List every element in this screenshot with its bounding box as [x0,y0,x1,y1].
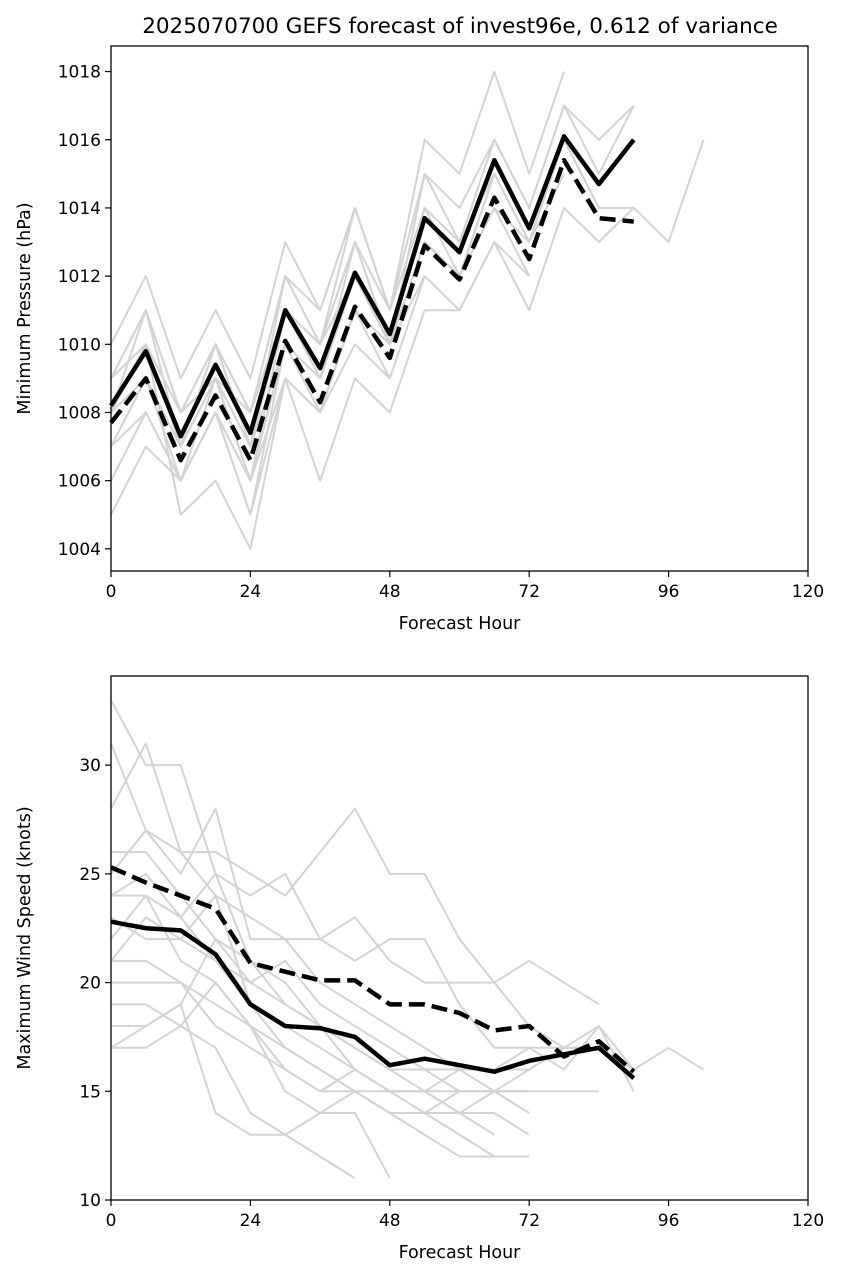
wind-member-line-3 [110,742,600,1006]
wind-member-line-13 [111,938,599,1093]
pressure-y-tick-label: 1004 [58,540,101,560]
wind-member-line-1 [110,699,704,1071]
pressure-x-tick-label: 72 [518,582,540,602]
wind-member-line-14 [111,981,391,1179]
wind-x-tick-label: 24 [240,1211,262,1231]
pressure-member-line-15 [110,275,426,482]
pressure-y-axis-label: Minimum Pressure (hPa) [15,202,35,414]
pressure-x-axis-label: Forecast Hour [399,614,522,634]
wind-member-line-6 [110,872,495,1158]
wind-member-line-5 [110,829,635,1071]
pressure-panel: 0 24 48 72 96 120 1004 1006 1008 1010 1012 1014 1016… [15,45,824,634]
chart-title: 2025070700 GEFS forecast of invest96e, 0… [142,14,778,39]
wind-dashed-line [110,865,636,1074]
wind-member-line-16 [111,894,599,1071]
pressure-member-line-14 [110,241,530,550]
pressure-y-tick-label: 1018 [58,63,101,83]
pressure-x-tick-label: 48 [379,582,401,602]
wind-y-axis-label: Maximum Wind Speed (knots) [15,806,35,1069]
pressure-x-tick-label: 120 [792,582,824,602]
pressure-y-tick-label: 1008 [58,403,101,423]
pressure-y-tick-label: 1012 [58,267,101,287]
pressure-x-tick-label: 0 [106,582,117,602]
wind-member-line-15 [110,1003,530,1136]
wind-y-tick-label: 15 [79,1082,101,1102]
wind-x-tick-label: 0 [106,1211,117,1231]
wind-x-tick-label: 72 [518,1211,540,1231]
pressure-y-tick-label: 1016 [58,131,101,151]
pressure-member-line-13 [110,309,356,516]
wind-panel: 0 24 48 72 96 120 10 15 20 25 30 Forecast Hour Maxim… [15,675,824,1263]
pressure-x-tick-label: 24 [240,582,262,602]
wind-solid-line [110,919,636,1080]
pressure-axes-frame [110,45,809,572]
wind-x-axis-label: Forecast Hour [399,1243,522,1263]
wind-member-line-12 [111,1003,356,1180]
wind-axes-frame [110,675,809,1201]
pressure-y-tick-label: 1006 [58,472,101,492]
pressure-y-tick-label: 1014 [58,199,101,219]
wind-x-tick-label: 96 [658,1211,680,1231]
wind-y-tick-label: 20 [79,974,101,994]
pressure-solid-line [109,134,636,439]
wind-y-tick-label: 10 [79,1191,101,1211]
pressure-y-tick-label: 1010 [58,335,101,355]
wind-x-tick-label: 48 [379,1211,401,1231]
pressure-member-line-16 [110,206,391,414]
wind-x-tick-label: 120 [792,1211,824,1231]
wind-y-tick-label: 25 [79,865,101,885]
wind-y-tick-label: 30 [79,756,101,776]
pressure-x-tick-label: 96 [658,582,680,602]
pressure-member-line-10 [110,207,426,414]
